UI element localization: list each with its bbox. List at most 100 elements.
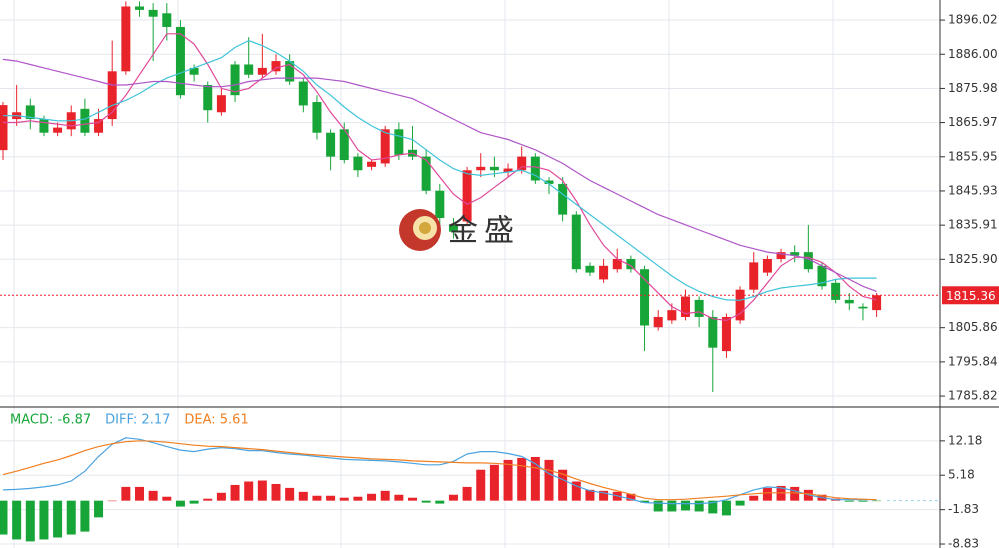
candle-body [162,13,172,27]
moving-average-line [3,39,877,301]
macd-bar [285,487,295,501]
y-tick-label: 1855.95 [948,149,998,163]
candle-body [25,105,35,120]
y-tick-label: 12.18 [948,433,982,447]
macd-bar [694,500,704,512]
candle-body [367,161,377,167]
candle-body [749,262,759,290]
macd-bar [667,500,677,512]
legend-entry: MACD: -6.87 [10,413,91,428]
candle-body [94,119,104,133]
last-price-label: 1815.36 [946,289,996,303]
y-tick-label: 1805.86 [948,320,998,334]
y-tick-label: 1875.98 [948,81,998,95]
candle-body [558,183,568,215]
macd-bar [872,500,882,502]
candle-body [339,129,349,161]
macd-bar [762,487,772,501]
candle-body [80,108,90,133]
candle-body [530,156,540,181]
macd-bar [462,486,472,501]
macd-bar [80,500,90,532]
candle-body [762,258,772,273]
candle-body [121,6,131,72]
candle-body [544,180,554,184]
candle-body [353,156,363,171]
candle-body [817,265,827,287]
candle-body [681,296,690,317]
candle-body [271,61,281,72]
candle-body [503,168,513,172]
macd-line [2,437,877,505]
y-tick-label: 1825.90 [948,252,998,266]
macd-bar [175,500,185,507]
macd-bar [53,500,63,538]
macd-bar [476,469,486,501]
macd-bar [94,500,104,518]
candle-body [831,282,841,300]
vertical-grid [13,0,834,548]
macd-bar [517,457,527,501]
macd-bar [257,480,267,501]
candle-body [203,84,213,111]
candle-body [421,156,431,191]
macd-bar [844,500,854,502]
macd-bar [66,500,76,535]
candle-body [721,316,731,352]
y-tick-label: 1785.82 [948,389,998,403]
legend-entry: DIFF: 2.17 [105,413,170,428]
legend-entry: DEA: 5.61 [184,413,248,428]
moving-average-line [2,58,877,292]
macd-bar [230,484,240,501]
macd-bar [216,492,226,501]
macd-bar [681,500,690,511]
macd-bar [39,500,49,540]
candle-body [517,156,527,171]
macd-bar [435,500,445,504]
macd-bar [203,498,213,501]
macd-bar [162,496,172,501]
macd-bar [858,500,868,502]
macd-bar [121,486,131,501]
macd-bar [189,500,199,504]
macd-bar [585,489,595,501]
candle-body [435,190,445,219]
candle-body [230,64,240,96]
macd-bar [721,500,731,516]
candle-body [735,289,745,321]
candle-body [148,9,158,17]
candle-body [189,67,199,75]
macd-bar [135,486,144,501]
macd-bar [558,469,568,501]
candle-body [298,81,308,106]
macd-bar [326,495,336,501]
candle-body [326,132,336,157]
macd-bar [298,491,308,501]
candle-body [244,64,254,75]
macd-bar [25,500,35,542]
candle-body [626,258,636,270]
macd-bar [107,500,117,502]
macd-bar [148,490,158,501]
candle-body [53,127,63,133]
macd-bar [380,490,390,501]
y-tick-label: 1795.84 [948,354,998,368]
candle-body [776,252,786,259]
candle-body [667,310,677,321]
candle-body [585,265,595,273]
candle-body [708,316,718,348]
macd-bar [367,493,377,501]
candle-body [872,295,882,311]
macd-bar [408,497,417,501]
candle-body [599,265,609,280]
y-tick-label: 1865.97 [948,115,998,129]
macd-bar [571,481,581,501]
candle-body [107,71,117,120]
macd-line [2,440,877,501]
candle-body [612,258,622,270]
macd-bar [708,500,718,514]
candle-body [653,316,663,328]
candle-body [489,166,499,171]
macd-bar [244,481,254,501]
